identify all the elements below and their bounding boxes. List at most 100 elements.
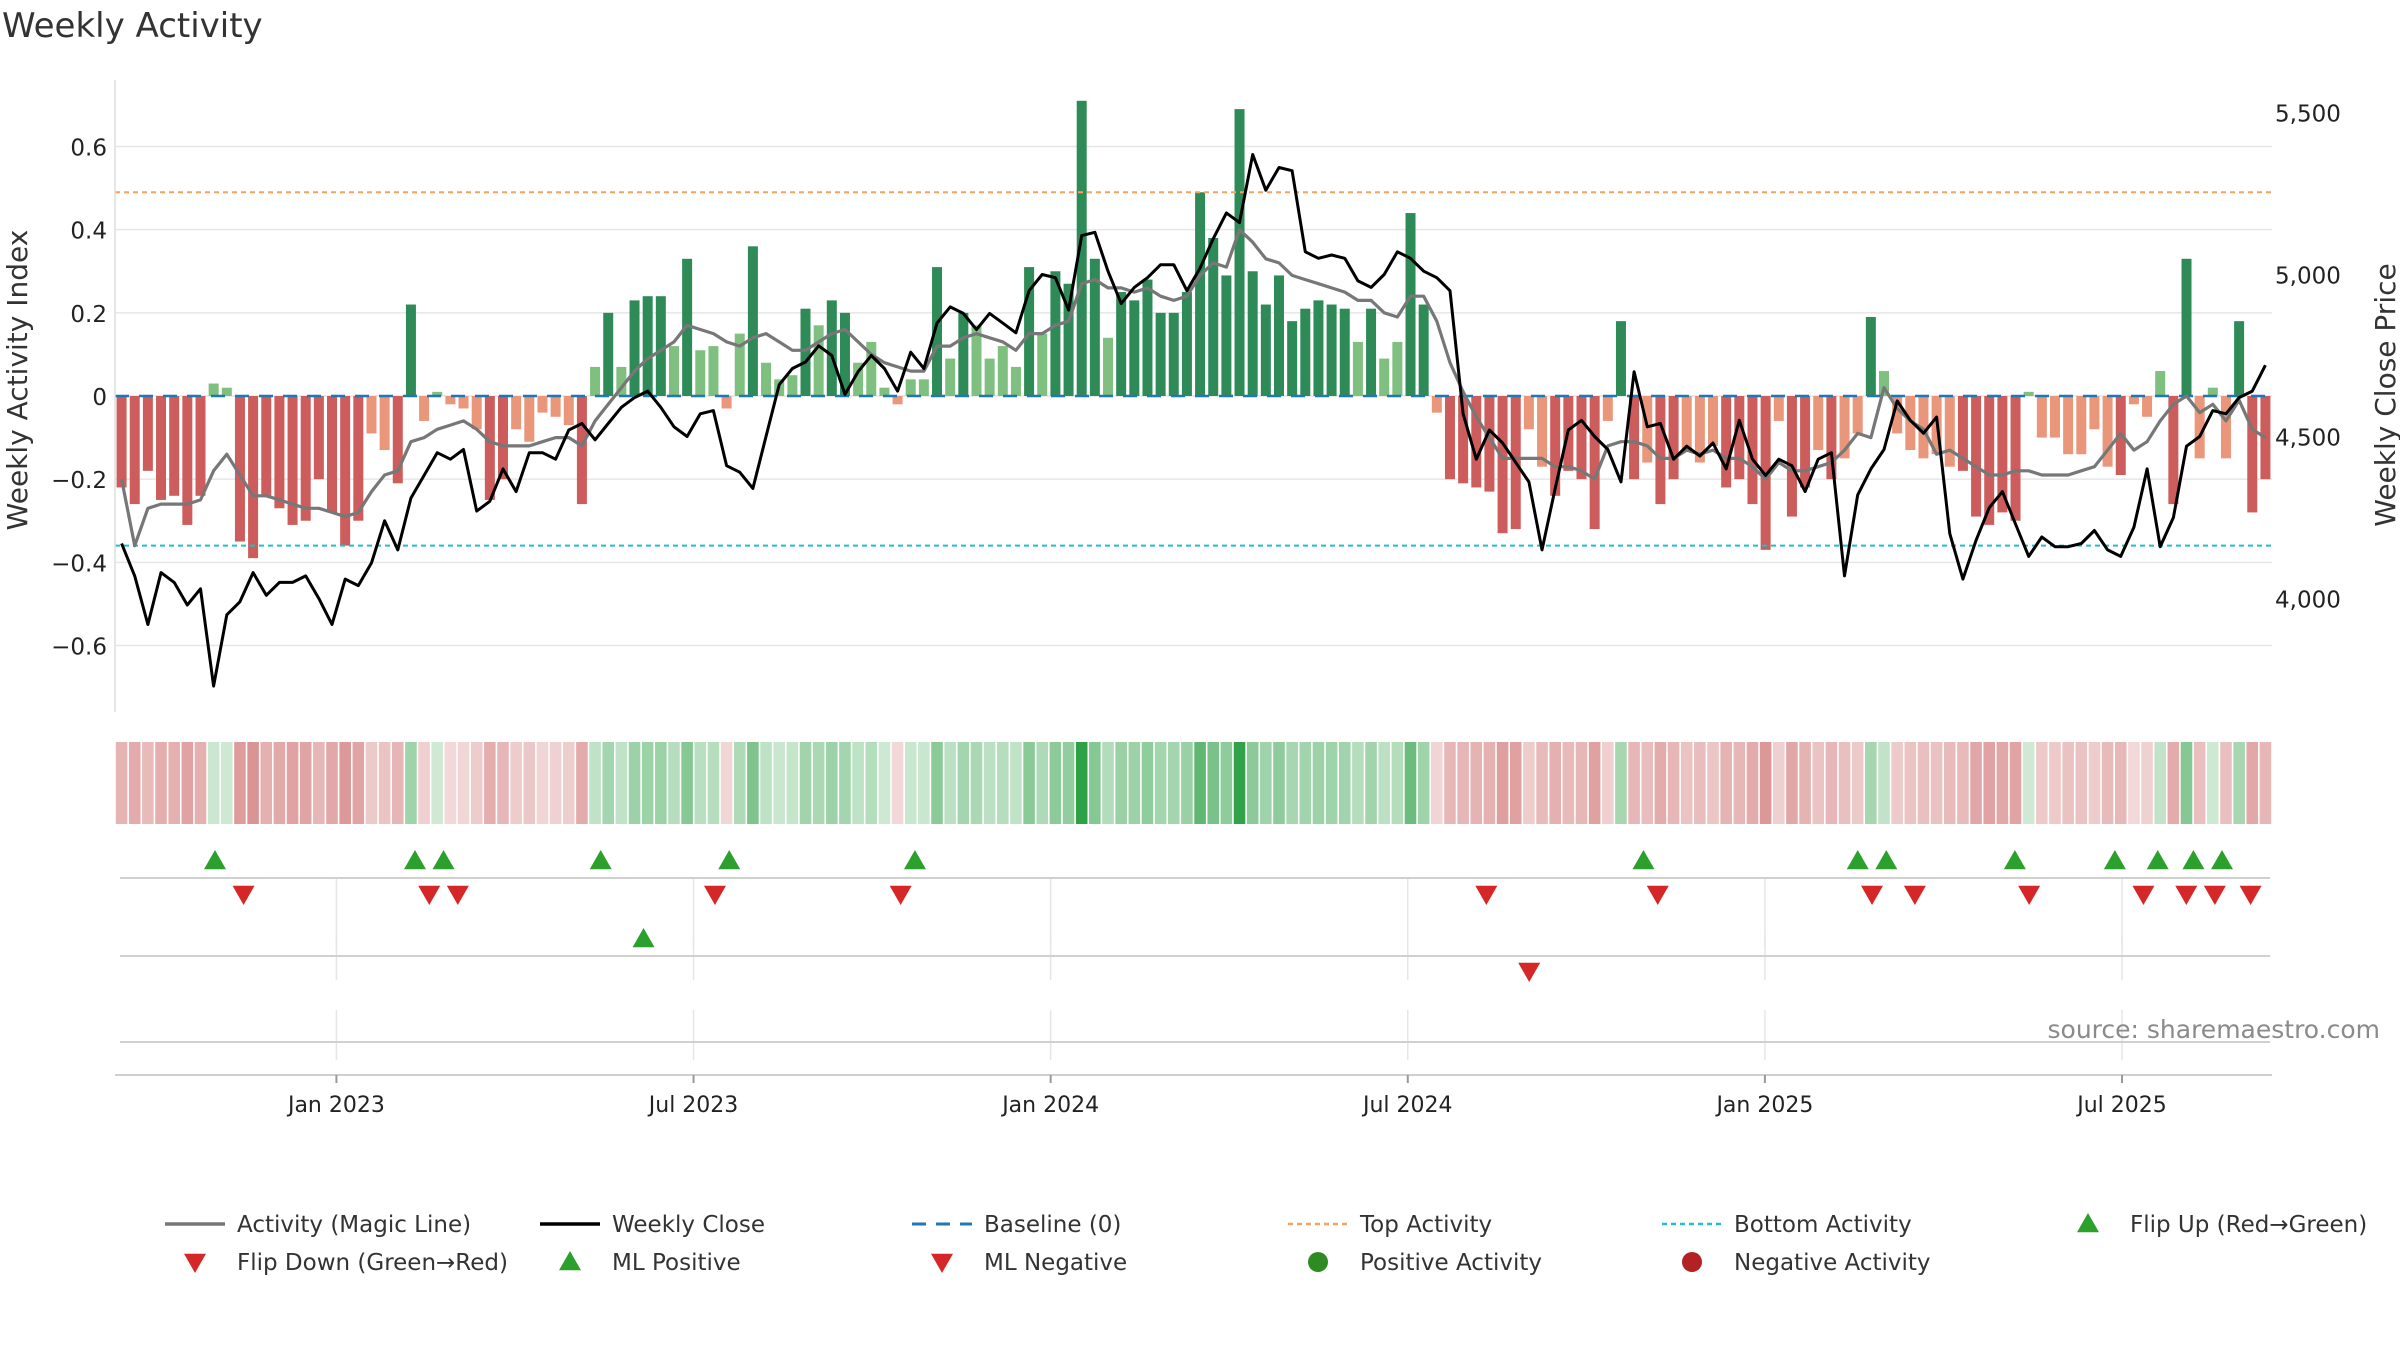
heat-cell [1286,742,1298,824]
heat-cell [2114,742,2127,824]
heat-cell [1865,742,1877,824]
heat-cell [1654,742,1667,824]
activity-bar [2036,396,2047,438]
heat-cell [2220,742,2232,824]
activity-bar [208,383,219,396]
x-tick-label: Jan 2025 [1714,1093,1813,1118]
activity-bar [1615,321,1626,396]
activity-bar [156,396,167,500]
heat-cell [1365,742,1377,824]
activity-bar [2207,387,2218,396]
activity-bar [1576,396,1587,480]
heat-cell [1917,742,1930,824]
legend-label: Top Activity [1359,1212,1492,1238]
activity-bar [879,387,890,396]
activity-bar [524,396,535,442]
heat-cell [1154,742,1167,824]
activity-bar [1405,213,1416,396]
heat-cell [2246,742,2259,824]
activity-bar [1168,312,1179,396]
heat-cell [944,742,956,824]
activity-bar [1550,396,1561,496]
heat-cell [1075,742,1088,824]
heat-cell [2154,742,2166,824]
flip-up-marker [589,850,612,870]
activity-bar [1957,396,1968,471]
activity-bar [116,396,127,488]
heat-cell [655,742,667,824]
heat-cell [2022,742,2035,824]
activity-bar [1747,396,1758,505]
y-tick-label: −0.6 [51,634,107,660]
activity-bar [1918,396,1929,459]
flip-up-marker [203,850,226,870]
legend-item: Positive Activity [1308,1250,1542,1276]
heat-cell [760,742,772,824]
activity-bar [182,396,193,525]
heat-cell [247,742,259,824]
flip-down-marker [1861,885,1884,905]
heat-cell [1733,742,1746,824]
activity-bars [116,100,2271,559]
heat-cell [1667,742,1680,824]
activity-bar [958,312,969,396]
activity-bar [1050,271,1061,396]
heat-cell [1549,742,1561,824]
heat-cell [1523,742,1535,824]
heat-cell [1812,742,1825,824]
heat-cell [1943,742,1956,824]
heat-cell [1615,742,1627,824]
heat-cell [904,742,917,824]
heat-cell [221,742,233,824]
heat-cell [1167,742,1180,824]
activity-bar [668,346,679,396]
flip-down-marker [1475,885,1498,905]
activity-bar [1773,396,1784,421]
activity-bar [1392,341,1403,396]
heat-cell [378,742,391,824]
legend-item: Top Activity [1288,1212,1492,1238]
heat-cell [1246,742,1259,824]
heat-cell [1062,742,1075,824]
heat-cell [1483,742,1496,824]
activity-bar [2155,371,2166,396]
flip-down-marker [889,885,912,905]
heat-cell [1338,742,1351,824]
heat-cell [1325,742,1338,824]
heat-cell [2075,742,2088,824]
legend-item: Weekly Close [540,1212,765,1238]
heat-cell [1825,742,1838,824]
heat-cell [1930,742,1943,824]
activity-bar [2260,396,2271,480]
flip-down-marker [2203,885,2226,905]
activity-bar [997,346,1008,396]
activity-bar [1352,341,1363,396]
flip-down-marker [418,885,441,905]
heat-cell [1391,742,1404,824]
activity-bar [379,396,390,451]
line-series [120,153,2267,688]
ml-positive-marker [632,928,655,948]
heat-cell [983,742,996,824]
activity-bar [1221,275,1232,396]
activity-bar [392,396,403,484]
activity-bar [1997,396,2008,513]
activity-bar [1602,396,1613,421]
heat-cell [628,742,641,824]
activity-bar [2194,396,2205,459]
heat-cell [694,742,707,824]
activity-bar [1379,358,1390,396]
heat-cell [1220,742,1233,824]
activity-bar [1786,396,1797,517]
legend-label: Positive Activity [1360,1250,1542,1276]
activity-bar [866,341,877,396]
activity-bar [1431,396,1442,413]
legend-item: Baseline (0) [912,1212,1121,1238]
activity-bar [1181,292,1192,396]
heat-cell [1680,742,1693,824]
heat-cell [2062,742,2074,824]
heat-cell [1891,742,1903,824]
heat-cell [878,742,891,824]
activity-bar [1813,396,1824,451]
activity-bar [1497,396,1508,534]
